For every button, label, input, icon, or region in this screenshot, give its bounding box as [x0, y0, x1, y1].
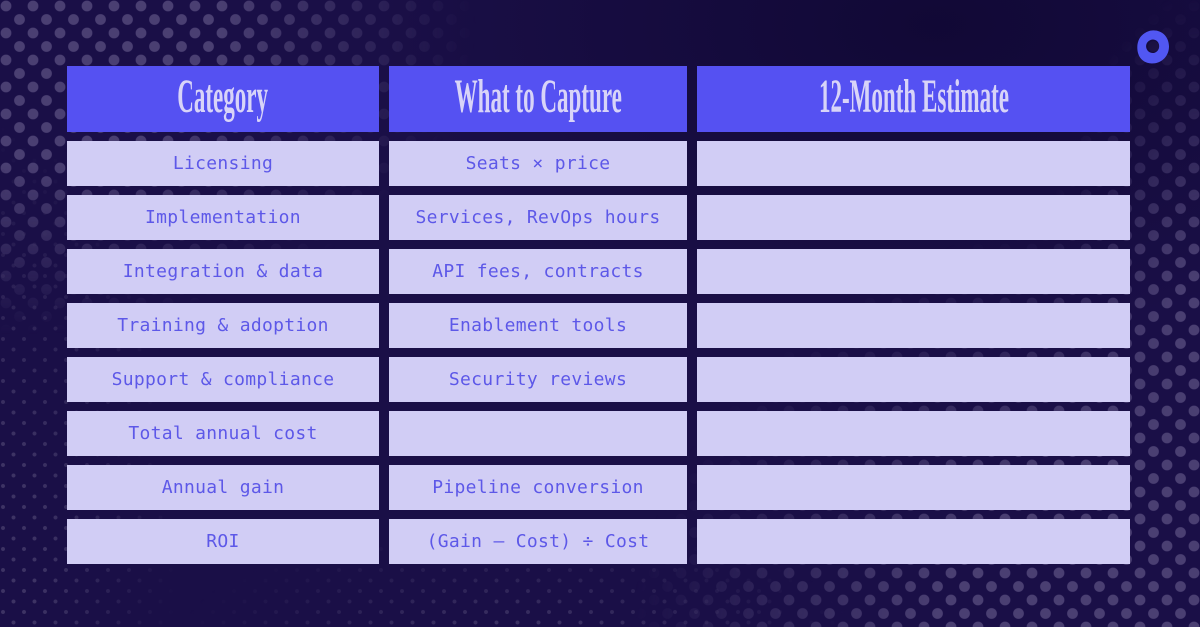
table-cell-estimate: [697, 141, 1130, 186]
column-header-label: What to Capture: [454, 70, 622, 123]
table-cell-category: Annual gain: [67, 465, 379, 510]
table-cell-capture: [389, 411, 687, 456]
roi-table: Category What to Capture 12-Month Estima…: [67, 66, 1130, 564]
table-cell-estimate: [697, 465, 1130, 510]
table-cell-category: Training & adoption: [67, 303, 379, 348]
table-cell-estimate: [697, 357, 1130, 402]
table-cell-capture: Enablement tools: [389, 303, 687, 348]
table-cell-capture: Pipeline conversion: [389, 465, 687, 510]
table-cell-capture: (Gain – Cost) ÷ Cost: [389, 519, 687, 564]
column-header-what-to-capture: What to Capture: [389, 66, 687, 132]
table-cell-estimate: [697, 303, 1130, 348]
column-header-label: 12-Month Estimate: [818, 70, 1009, 123]
column-header-category: Category: [67, 66, 379, 132]
column-header-label: Category: [177, 70, 269, 123]
table-cell-capture: Security reviews: [389, 357, 687, 402]
table-cell-category: Total annual cost: [67, 411, 379, 456]
table-cell-estimate: [697, 411, 1130, 456]
table-cell-capture: Seats × price: [389, 141, 687, 186]
outreach-logo-icon: [1137, 30, 1170, 64]
table-cell-category: Support & compliance: [67, 357, 379, 402]
table-cell-capture: Services, RevOps hours: [389, 195, 687, 240]
column-header-12-month-estimate: 12-Month Estimate: [697, 66, 1130, 132]
table-cell-category: ROI: [67, 519, 379, 564]
table-cell-estimate: [697, 195, 1130, 240]
table-cell-capture: API fees, contracts: [389, 249, 687, 294]
table-cell-estimate: [697, 249, 1130, 294]
table-cell-category: Licensing: [67, 141, 379, 186]
table-cell-category: Integration & data: [67, 249, 379, 294]
table-cell-category: Implementation: [67, 195, 379, 240]
table-cell-estimate: [697, 519, 1130, 564]
